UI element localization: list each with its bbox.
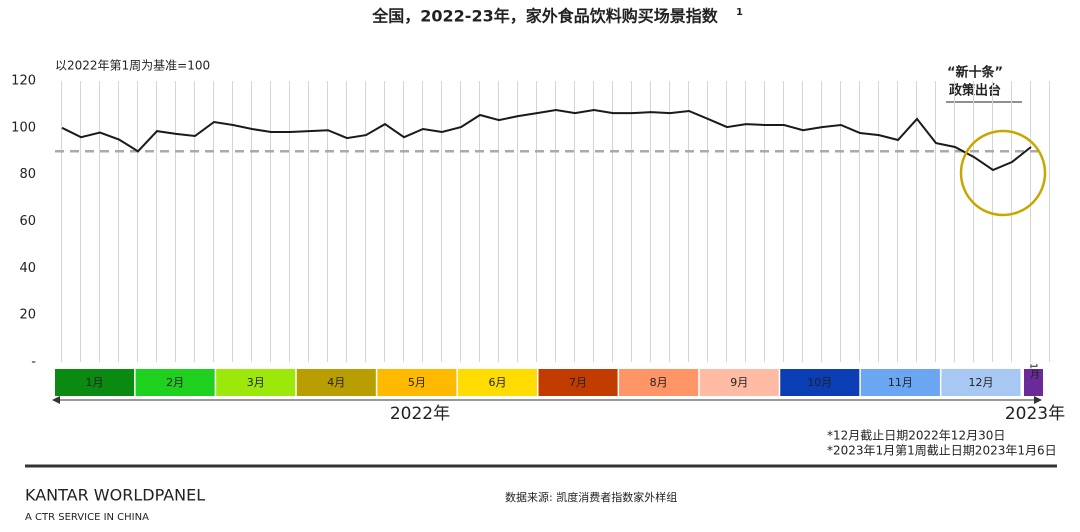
data-line <box>61 108 1032 172</box>
month-band <box>296 369 376 396</box>
year-label: 2023年 <box>1005 404 1065 424</box>
month-band <box>377 369 457 396</box>
month-band <box>860 369 940 396</box>
annotation: 政策出台 <box>949 83 1001 99</box>
brand-sub: A CTR SERVICE IN CHINA <box>25 512 149 523</box>
month-label: 5月 <box>408 376 426 389</box>
chart-title: 全国，2022-23年，家外食品饮料购买场景指数 <box>371 7 718 26</box>
month-band <box>135 369 215 396</box>
y-tick-label: 20 <box>19 308 36 323</box>
month-label: 4月 <box>327 376 345 389</box>
y-tick-label: 40 <box>19 261 36 276</box>
month-band <box>941 369 1021 396</box>
y-tick-label: 80 <box>19 167 36 182</box>
source: 数据来源: 凯度消费者指数家外样组 <box>505 490 677 504</box>
year-label: 2022年 <box>390 404 450 424</box>
footnote: *2023年1月第1周截止日期2023年1月6日 <box>827 444 1057 458</box>
highlight-circle <box>959 129 1047 217</box>
brand: KANTAR WORLDPANEL <box>25 486 205 505</box>
title-note: 1 <box>736 7 743 18</box>
month-band <box>216 369 296 396</box>
month-band <box>780 369 860 396</box>
month-band <box>1024 369 1043 396</box>
month-band <box>55 369 135 396</box>
plot: - 20 40 60 80 100 120 1月 2月 3月 4月 5月 6月 7月 8月 9月 10月 11月 1… <box>11 74 1050 396</box>
y-tick-label: 100 <box>11 120 36 135</box>
month-label: 8月 <box>650 376 668 389</box>
month-band <box>538 369 618 396</box>
month-label: 2月 <box>166 376 184 389</box>
month-label: 7月 <box>569 376 587 389</box>
month-band <box>457 369 537 396</box>
month-band <box>699 369 779 396</box>
footnote: *12月截止日期2022年12月30日 <box>827 429 1005 443</box>
month-label: 12月 <box>968 376 993 389</box>
month-label: 10月 <box>807 376 832 389</box>
y-tick-label: 60 <box>19 214 36 229</box>
month-band <box>619 369 699 396</box>
y-tick-label: 120 <box>11 74 36 89</box>
y-axis-label: 以2022年第1周为基准=100 <box>55 59 210 73</box>
y-tick-label: - <box>31 355 36 370</box>
month-label: 3月 <box>247 376 265 389</box>
month-label: 1月 <box>1028 363 1040 380</box>
month-label: 6月 <box>488 376 506 389</box>
month-label: 11月 <box>888 376 913 389</box>
month-label: 1月 <box>86 376 104 389</box>
month-label: 9月 <box>730 376 748 389</box>
annotation: “新十条” <box>947 65 1003 81</box>
